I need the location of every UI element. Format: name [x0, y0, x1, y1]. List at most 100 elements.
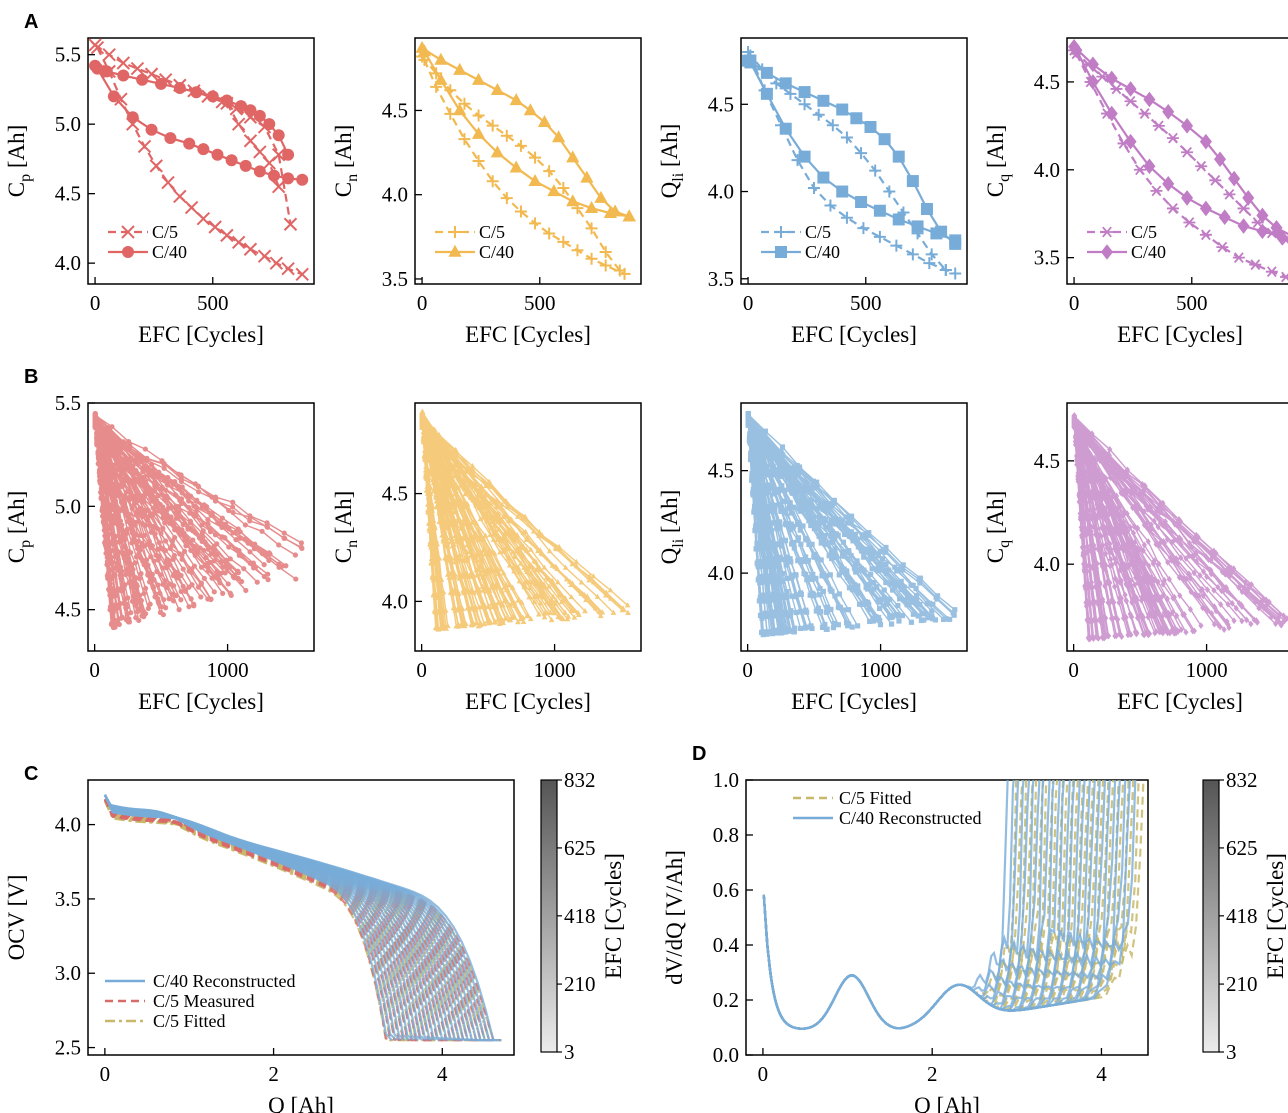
fan-point — [908, 619, 915, 625]
data-point — [925, 248, 938, 261]
fan-point — [261, 562, 267, 568]
fan-point — [129, 598, 135, 604]
fan-point — [748, 438, 754, 444]
fan-point — [780, 570, 786, 577]
fan-point — [136, 576, 143, 582]
data-point — [1218, 209, 1231, 226]
fan-point — [212, 498, 219, 504]
fan-point — [198, 594, 204, 600]
fan-point — [776, 470, 782, 476]
fan-point — [124, 526, 130, 532]
fan-point — [150, 488, 156, 494]
data-point — [528, 174, 542, 187]
data-point — [1138, 108, 1151, 119]
fan-point — [264, 523, 270, 530]
fan-point — [896, 618, 902, 624]
data-point — [1124, 81, 1137, 97]
fan-point — [266, 550, 272, 556]
data-point — [116, 56, 131, 70]
data-point — [760, 87, 773, 100]
fan-point — [755, 559, 761, 565]
fan-point — [522, 528, 529, 535]
fan-point — [156, 553, 163, 559]
fan-point — [769, 629, 775, 635]
data-point — [257, 249, 272, 263]
y-axis-label-main: C — [4, 548, 29, 563]
fan-point — [208, 596, 214, 603]
fan-point — [142, 491, 148, 498]
legend-marker — [1101, 244, 1113, 260]
fan-point — [183, 536, 189, 543]
fan-point — [776, 452, 782, 458]
fan-point — [141, 543, 148, 549]
fan-point — [139, 478, 145, 484]
fan-point — [161, 461, 167, 467]
legend-marker — [122, 246, 134, 258]
fan-point — [846, 585, 853, 591]
fan-point — [792, 625, 798, 631]
fan-point — [779, 612, 785, 619]
fan-point — [133, 554, 140, 560]
data-point — [434, 52, 448, 65]
panel-label-B: B — [24, 366, 38, 388]
fan-point — [208, 510, 214, 516]
data-point — [243, 242, 258, 256]
fan-point — [810, 517, 817, 523]
fan-point — [191, 563, 198, 569]
fan-point — [527, 615, 534, 622]
fan-point — [546, 548, 553, 554]
fan-point — [125, 595, 131, 601]
fan-point — [877, 605, 883, 612]
fan-point — [832, 593, 838, 599]
data-point — [281, 262, 295, 276]
legend-label: C/5 — [479, 222, 505, 242]
fan-point — [189, 582, 195, 588]
fan-point — [298, 540, 304, 546]
x-tick-label: 0 — [89, 658, 100, 682]
fan-point — [521, 580, 528, 586]
data-point — [817, 171, 830, 184]
fan-point — [767, 541, 773, 547]
fan-point — [163, 515, 169, 522]
data-point — [262, 156, 276, 170]
fan-point — [789, 574, 795, 580]
legend-label: C/40 — [1131, 242, 1166, 262]
fan-point — [205, 517, 211, 523]
data-point — [1279, 271, 1288, 283]
data-point — [514, 205, 527, 218]
y-axis-label-main: C — [331, 182, 356, 197]
series-group-A3: C/5C/40 — [742, 45, 962, 280]
data-point — [603, 206, 617, 219]
data-point — [744, 56, 757, 69]
fan-point — [594, 593, 601, 599]
y-axis-label-unit: [Ah] — [657, 124, 682, 173]
data-point — [239, 159, 252, 172]
data-point — [812, 108, 825, 121]
x-tick-label: 0 — [1069, 291, 1080, 315]
fan-point — [230, 504, 236, 510]
data-point — [130, 61, 145, 76]
fan-point — [164, 584, 170, 591]
data-point — [102, 47, 116, 62]
y-axis-label-unit: [Ah] — [331, 491, 356, 540]
data-point — [1195, 160, 1208, 172]
fan-point — [141, 510, 148, 516]
data-point — [145, 123, 158, 136]
fan-point — [200, 528, 206, 534]
fan-point — [817, 585, 823, 592]
fan-point — [516, 550, 522, 556]
x-axis-label: EFC [Cycles] — [791, 689, 917, 714]
fan-point — [222, 535, 228, 541]
fan-point — [226, 507, 232, 514]
fan-point — [810, 571, 816, 578]
data-point — [543, 165, 556, 178]
legend-label: C/40 — [152, 242, 187, 262]
fan-point — [480, 587, 486, 593]
fan-point — [774, 487, 780, 493]
data-point — [197, 143, 210, 156]
fan-point — [888, 621, 895, 627]
fan-point — [220, 564, 226, 570]
fan-point — [264, 520, 270, 526]
data-point — [906, 248, 919, 261]
fan-group-B2 — [419, 408, 631, 632]
